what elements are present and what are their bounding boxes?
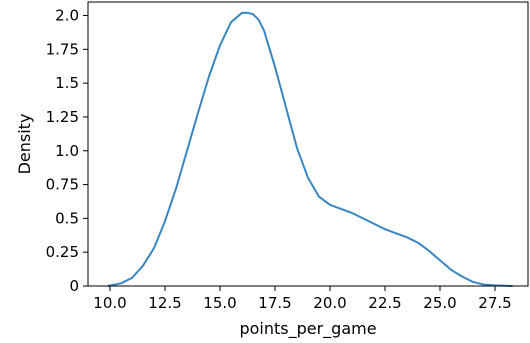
y-tick-label: 1.25 (46, 108, 79, 126)
y-tick-label: 0.75 (46, 176, 79, 194)
x-tick-label: 15.0 (203, 294, 236, 312)
y-tick-label: 0 (69, 277, 79, 295)
axes-frame (87, 1, 529, 287)
y-axis-label: Density (15, 114, 34, 175)
y-tick-label: 0.25 (46, 243, 79, 261)
y-tick-label: 0.5 (55, 209, 79, 227)
x-axis-label: points_per_game (239, 319, 376, 339)
x-tick-label: 10.0 (93, 294, 126, 312)
x-tick-label: 20.0 (313, 294, 346, 312)
x-tick-label: 27.5 (478, 294, 511, 312)
x-axis: 10.0 12.5 15.0 17.5 20.0 22.5 25.0 27.5 (93, 286, 512, 312)
y-tick-label: 2.0 (55, 7, 79, 25)
plot-layer (107, 11, 513, 287)
y-tick-label: 1.75 (46, 40, 79, 58)
y-tick-label: 1.0 (55, 142, 79, 160)
density-line-0 (107, 11, 513, 287)
y-axis: 0 0.25 0.5 0.75 1.0 1.25 1.5 1.75 2.0 (46, 7, 88, 295)
x-tick-label: 22.5 (368, 294, 401, 312)
y-tick-label: 1.5 (55, 74, 79, 92)
x-tick-label: 17.5 (258, 294, 291, 312)
x-tick-label: 12.5 (148, 294, 181, 312)
x-tick-label: 25.0 (423, 294, 456, 312)
